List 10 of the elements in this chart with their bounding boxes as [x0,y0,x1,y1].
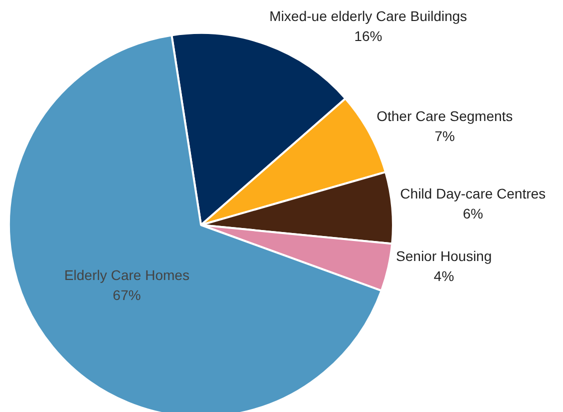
data-label: 16% [354,28,382,44]
slice-label: Child Day-care Centres [400,186,546,202]
slice-label: Mixed-ue elderly Care Buildings [269,8,468,24]
slice-label: Elderly Care Homes [64,266,190,283]
data-label: 4% [434,268,454,284]
data-label: 6% [462,206,484,222]
data-label: 7% [434,128,455,144]
slice-label: Other Care Segments [376,108,513,124]
slice-label: Senior Housing [396,248,492,264]
data-label: 67% [112,286,141,303]
